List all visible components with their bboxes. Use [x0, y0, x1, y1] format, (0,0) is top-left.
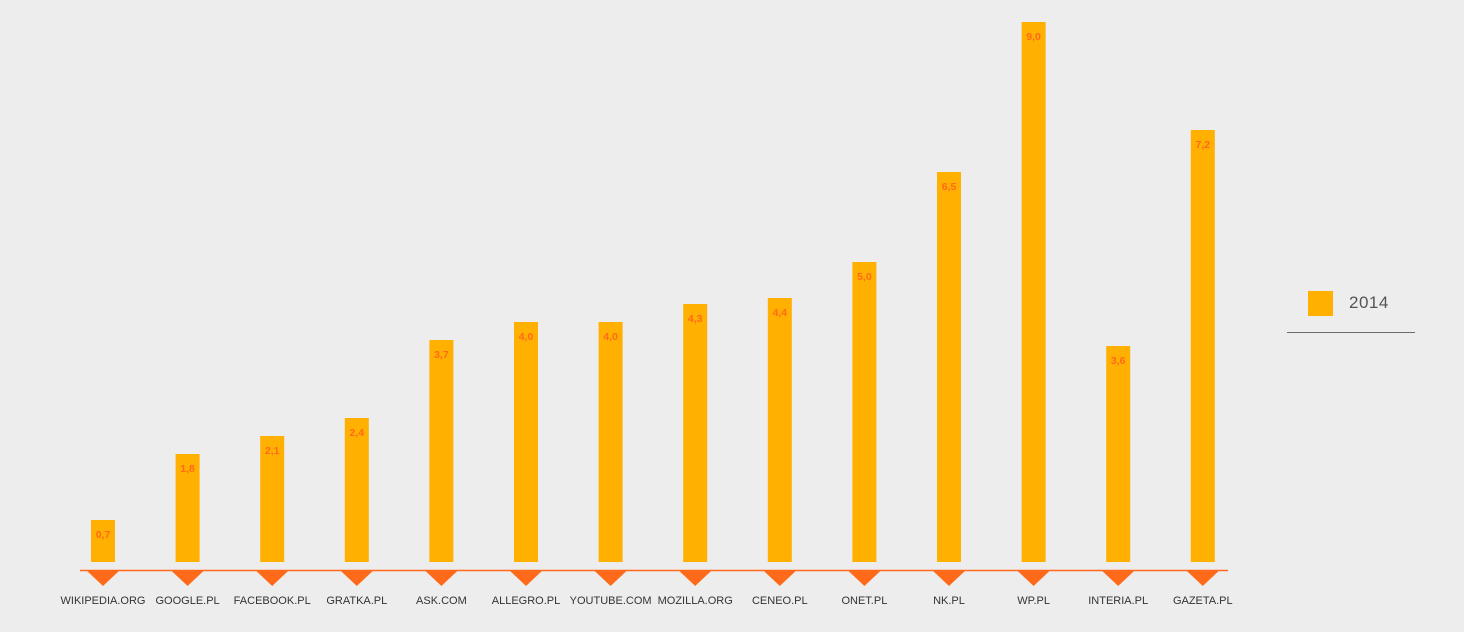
category-tick-label: WIKIPEDIA.ORG — [61, 595, 146, 607]
category-tick-label: GRATKA.PL — [326, 595, 387, 607]
bar-value-label: 9,0 — [1026, 31, 1041, 43]
bar-gazeta-pl — [1190, 130, 1215, 562]
tick-marker-triangle — [1016, 570, 1051, 586]
bar-value-label: 7,2 — [1195, 139, 1210, 151]
bar-value-label: 4,0 — [519, 331, 534, 343]
bar-value-label: 3,7 — [434, 349, 449, 361]
bar-allegro-pl — [514, 322, 538, 562]
category-tick-label: NK.PL — [933, 595, 965, 607]
bar-value-label: 0,7 — [96, 529, 111, 541]
bar-wikipedia-org — [91, 520, 115, 562]
category-tick-label: ONET.PL — [841, 595, 887, 607]
tick-marker-triangle — [424, 570, 459, 586]
category-tick-label: YOUTUBE.COM — [570, 595, 652, 607]
category-tick-label: GAZETA.PL — [1173, 595, 1233, 607]
bar-onet-pl — [852, 262, 877, 562]
bar-facebook-pl — [260, 436, 285, 562]
bar-value-label: 1,8 — [180, 463, 195, 475]
bar-ceneo-pl — [767, 298, 792, 562]
bar-google-pl — [175, 454, 200, 562]
bar-value-label: 4,3 — [688, 313, 703, 325]
bar-nk-pl — [937, 172, 961, 562]
category-tick-label: ALLEGRO.PL — [492, 595, 560, 607]
category-tick-label: ASK.COM — [416, 595, 467, 607]
category-tick-label: MOZILLA.ORG — [658, 595, 733, 607]
category-tick-label: WP.PL — [1017, 595, 1050, 607]
bar-value-label: 5,0 — [857, 271, 872, 283]
bar-value-label: 3,6 — [1111, 355, 1126, 367]
tick-marker-triangle — [255, 570, 290, 586]
category-tick-label: GOOGLE.PL — [155, 595, 219, 607]
bar-ask-com — [429, 340, 454, 562]
tick-marker-triangle — [678, 570, 713, 586]
chart-legend: 2014 — [1287, 289, 1415, 333]
bar-value-label: 2,1 — [265, 445, 280, 457]
bar-value-label: 4,4 — [772, 307, 787, 319]
tick-marker-triangle — [1101, 570, 1136, 586]
tick-marker-triangle — [170, 570, 205, 586]
tick-marker-triangle — [1185, 570, 1220, 586]
category-tick-label: FACEBOOK.PL — [234, 595, 311, 607]
bar-value-label: 2,4 — [349, 427, 364, 439]
bar-wp-pl — [1021, 22, 1046, 562]
bar-gratka-pl — [344, 418, 369, 562]
tick-marker-triangle — [339, 570, 374, 586]
category-tick-label: CENEO.PL — [752, 595, 808, 607]
legend-swatch-2014 — [1308, 291, 1333, 316]
tick-marker-triangle — [847, 570, 882, 586]
bar-interia-pl — [1106, 346, 1131, 562]
bar-mozilla-org — [683, 304, 708, 562]
bar-youtube-com — [598, 322, 623, 562]
tick-marker-triangle — [509, 570, 543, 586]
tick-marker-triangle — [762, 570, 797, 586]
bar-value-label: 4,0 — [603, 331, 618, 343]
bar-value-label: 6,5 — [942, 181, 957, 193]
tick-marker-triangle — [86, 570, 120, 586]
tick-marker-triangle — [932, 570, 966, 586]
category-tick-label: INTERIA.PL — [1088, 595, 1148, 607]
tick-marker-triangle — [593, 570, 628, 586]
legend-label-2014: 2014 — [1349, 293, 1389, 312]
